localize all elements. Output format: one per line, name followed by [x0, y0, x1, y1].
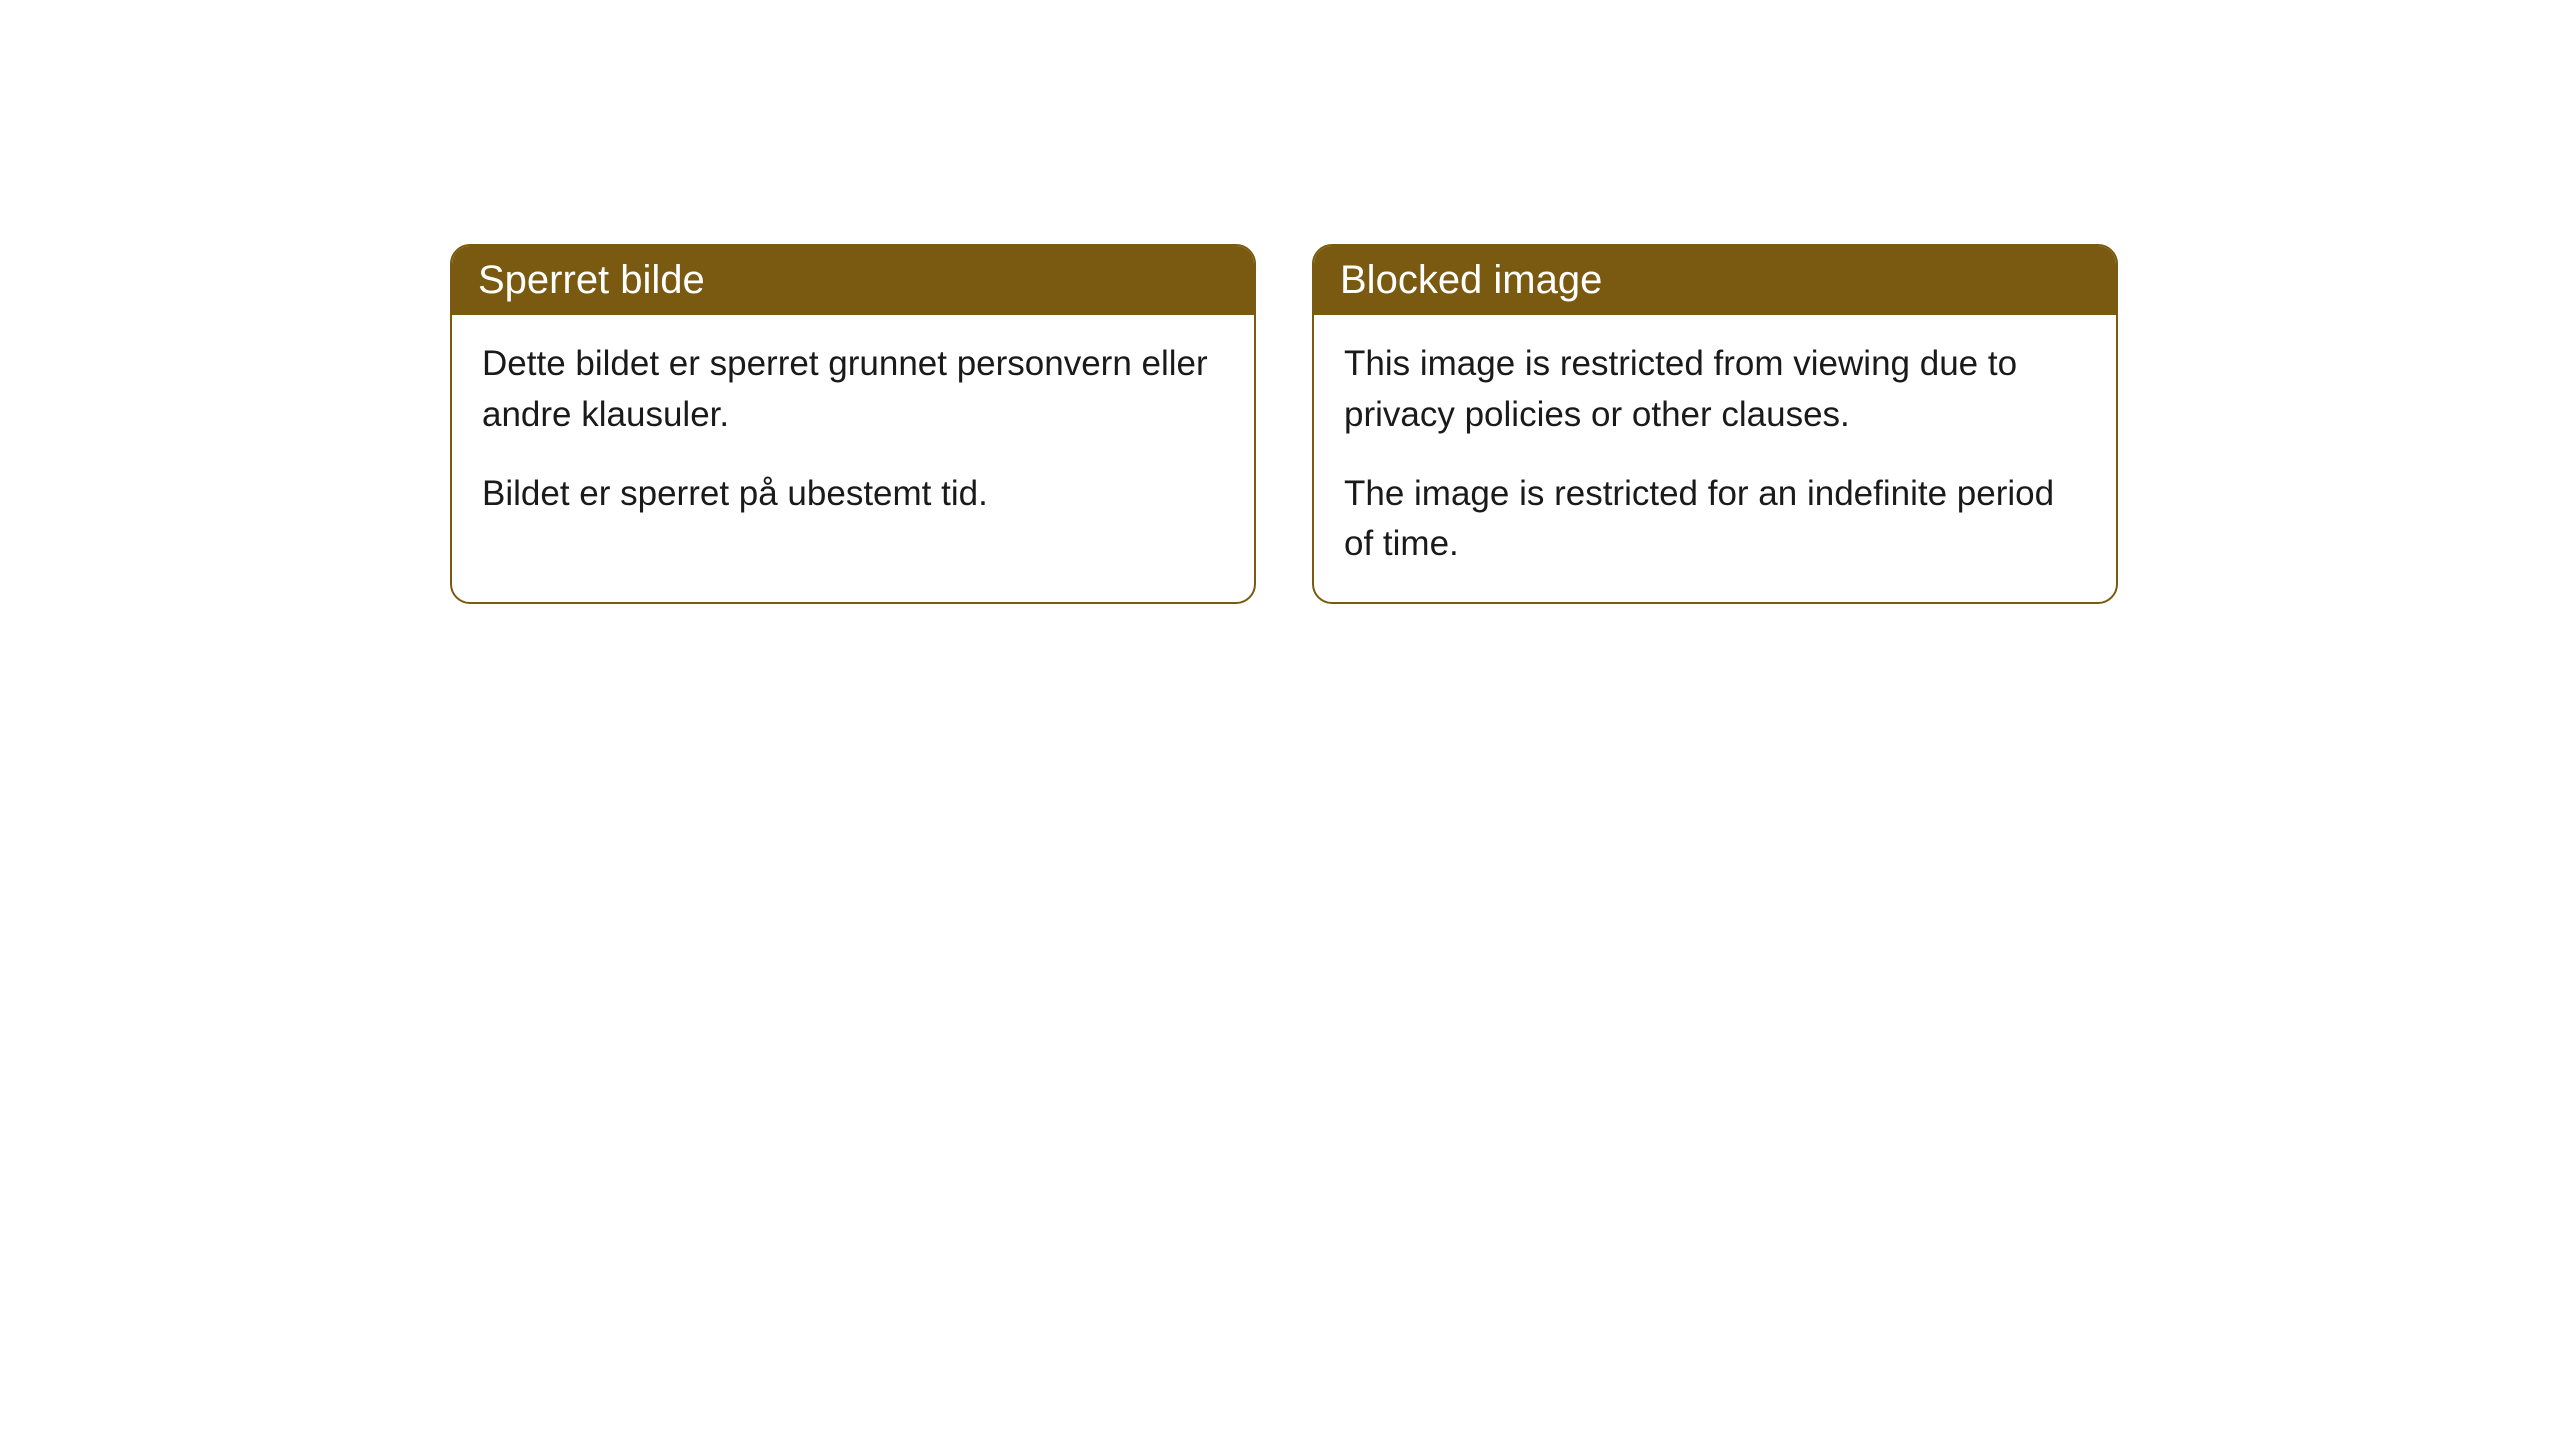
notice-cards-container: Sperret bilde Dette bildet er sperret gr… — [450, 244, 2560, 604]
norwegian-paragraph-2: Bildet er sperret på ubestemt tid. — [482, 469, 1224, 520]
english-paragraph-2: The image is restricted for an indefinit… — [1344, 469, 2086, 571]
english-card-body: This image is restricted from viewing du… — [1314, 315, 2116, 602]
english-notice-card: Blocked image This image is restricted f… — [1312, 244, 2118, 604]
english-card-title: Blocked image — [1314, 246, 2116, 315]
norwegian-notice-card: Sperret bilde Dette bildet er sperret gr… — [450, 244, 1256, 604]
english-paragraph-1: This image is restricted from viewing du… — [1344, 339, 2086, 441]
norwegian-card-body: Dette bildet er sperret grunnet personve… — [452, 315, 1254, 551]
norwegian-paragraph-1: Dette bildet er sperret grunnet personve… — [482, 339, 1224, 441]
norwegian-card-title: Sperret bilde — [452, 246, 1254, 315]
